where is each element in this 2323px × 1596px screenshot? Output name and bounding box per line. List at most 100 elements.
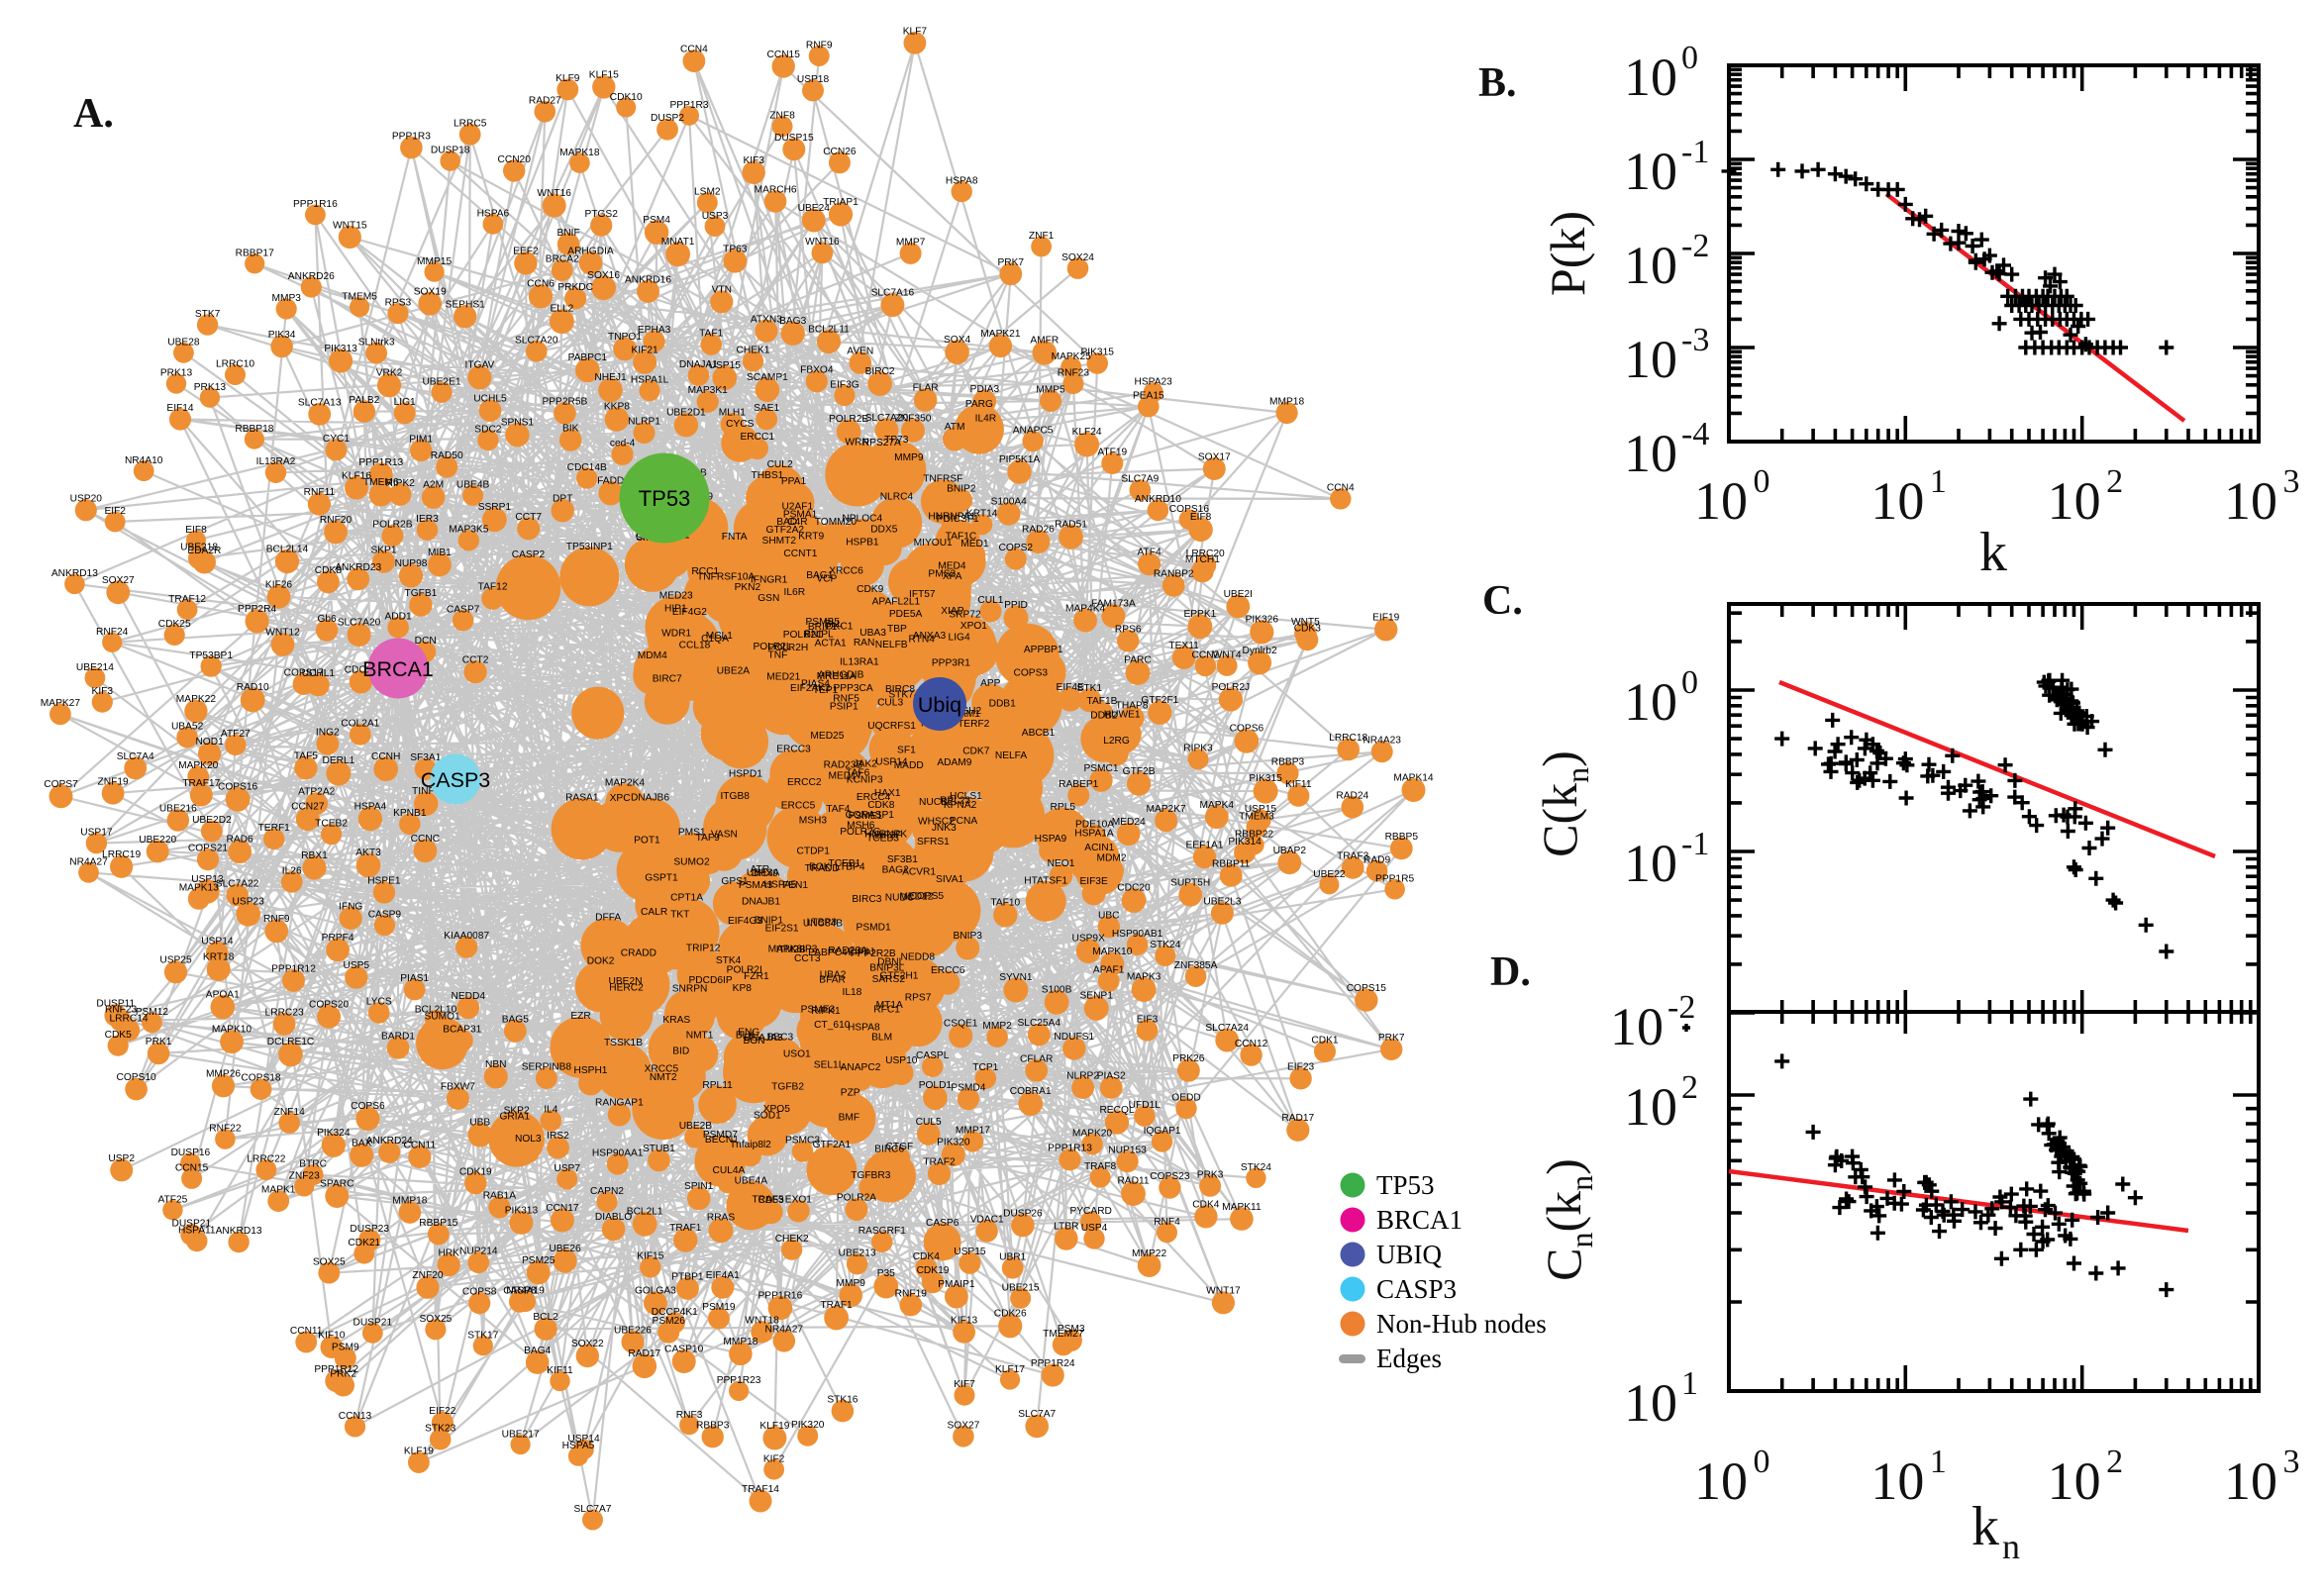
svg-text:KLF17: KLF17: [995, 1364, 1025, 1375]
svg-text:DCN: DCN: [415, 636, 437, 647]
svg-text:USP15: USP15: [1245, 804, 1277, 815]
svg-text:NHEJ1: NHEJ1: [594, 372, 627, 383]
svg-text:SFRS1: SFRS1: [917, 837, 950, 848]
svg-text:POT1: POT1: [634, 836, 660, 847]
svg-text:MMP9: MMP9: [894, 452, 924, 463]
svg-text:DNAJA1: DNAJA1: [679, 359, 718, 370]
svg-text:APP: APP: [980, 678, 1001, 689]
svg-text:HSPA6: HSPA6: [477, 208, 510, 219]
svg-text:SOX4: SOX4: [944, 335, 971, 346]
svg-text:UBE2B: UBE2B: [679, 1121, 713, 1132]
svg-text:COPS16: COPS16: [218, 781, 258, 792]
svg-text:ITGAV: ITGAV: [464, 360, 494, 371]
svg-text:MAPK22: MAPK22: [176, 694, 217, 705]
svg-text:TP53INP1: TP53INP1: [566, 542, 613, 552]
svg-text:CCN2: CCN2: [1192, 649, 1220, 660]
svg-text:RNF11: RNF11: [304, 487, 336, 498]
svg-text:CAPN2: CAPN2: [590, 1186, 624, 1197]
svg-text:GTF2A1: GTF2A1: [813, 1140, 852, 1150]
svg-text:DFFA: DFFA: [595, 913, 621, 924]
svg-text:UBE2N: UBE2N: [609, 976, 643, 987]
svg-text:COPS16: COPS16: [1169, 504, 1210, 515]
svg-text:PTBP1: PTBP1: [671, 1271, 704, 1282]
svg-text:PPP3R1: PPP3R1: [932, 658, 970, 669]
svg-text:BIRC7: BIRC7: [653, 673, 682, 684]
svg-text:EIF2: EIF2: [104, 506, 126, 517]
svg-text:DUSP11: DUSP11: [96, 999, 135, 1010]
svg-text:NR4A27: NR4A27: [69, 856, 108, 867]
svg-text:RNF4: RNF4: [1154, 1217, 1180, 1228]
svg-text:MMP5: MMP5: [1036, 384, 1065, 395]
svg-text:EIF8: EIF8: [1190, 512, 1212, 523]
svg-text:RPS6: RPS6: [1115, 625, 1142, 636]
svg-text:ING2: ING2: [316, 727, 340, 738]
svg-text:CCN15: CCN15: [175, 1162, 209, 1173]
svg-text:RAN: RAN: [854, 638, 875, 648]
svg-text:WNT16: WNT16: [537, 188, 571, 199]
svg-text:BNIP2: BNIP2: [947, 484, 976, 495]
svg-text:STK7: STK7: [195, 309, 221, 320]
svg-text:MIYOU1: MIYOU1: [914, 538, 953, 549]
svg-text:ITM2B: ITM2B: [776, 945, 806, 955]
svg-text:SENP1: SENP1: [1079, 990, 1113, 1001]
svg-text:POLR2I: POLR2I: [727, 965, 762, 976]
svg-text:UBE26: UBE26: [549, 1244, 581, 1254]
svg-text:RBBP15: RBBP15: [419, 1218, 457, 1229]
svg-text:CTDP1: CTDP1: [796, 847, 830, 857]
svg-text:PSM25: PSM25: [522, 1255, 556, 1266]
svg-text:HSPA1A: HSPA1A: [1074, 828, 1114, 839]
svg-text:DUSP2: DUSP2: [651, 113, 684, 124]
svg-text:UBR1: UBR1: [999, 1251, 1027, 1262]
svg-text:10: 10: [1624, 834, 1677, 893]
svg-text:MAP3K5: MAP3K5: [449, 525, 489, 536]
svg-text:PRK7: PRK7: [1378, 1033, 1405, 1044]
svg-text:CASPL: CASPL: [916, 1050, 950, 1061]
svg-text:EIF3: EIF3: [1137, 1014, 1159, 1025]
svg-text:PRK13: PRK13: [160, 368, 193, 379]
svg-text:SUMO2: SUMO2: [673, 857, 710, 868]
svg-text:ZNF20: ZNF20: [412, 1270, 443, 1281]
svg-text:RCC1: RCC1: [691, 566, 719, 577]
svg-text:POLD1: POLD1: [919, 1080, 953, 1091]
svg-text:GTF2B: GTF2B: [1123, 766, 1156, 777]
svg-text:AMFR: AMFR: [1030, 335, 1059, 346]
svg-text:CASP8: CASP8: [503, 1285, 537, 1296]
svg-text:MMP18: MMP18: [392, 1196, 427, 1207]
svg-text:MED21: MED21: [766, 672, 800, 683]
svg-text:PSM26: PSM26: [652, 1316, 685, 1327]
svg-text:UQCRFS1: UQCRFS1: [867, 721, 916, 732]
svg-text:WNT5: WNT5: [1291, 617, 1320, 628]
svg-text:CSQE1: CSQE1: [944, 1019, 978, 1030]
svg-text:CCN11: CCN11: [290, 1326, 323, 1337]
svg-text:TMEM5: TMEM5: [342, 291, 377, 302]
svg-text:CRADD: CRADD: [621, 948, 656, 959]
svg-text:PIK320: PIK320: [937, 1138, 970, 1148]
svg-text:TRADD: TRADD: [805, 863, 840, 874]
svg-text:DUSP21: DUSP21: [171, 1219, 211, 1230]
svg-text:DUSP16: DUSP16: [171, 1147, 211, 1158]
svg-text:CDK9: CDK9: [857, 584, 884, 595]
svg-text:CCN13: CCN13: [339, 1411, 372, 1422]
svg-text:TGFB1: TGFB1: [404, 588, 437, 599]
svg-text:DPT: DPT: [553, 493, 572, 504]
svg-text:ANKRD10: ANKRD10: [1135, 494, 1181, 505]
svg-text:CUL2: CUL2: [767, 459, 793, 470]
svg-text:DBNL: DBNL: [877, 957, 905, 968]
svg-text:C4R: C4R: [787, 517, 807, 528]
svg-text:BCL2L10: BCL2L10: [415, 1005, 457, 1016]
svg-text:FADD: FADD: [597, 475, 624, 486]
svg-text:MED23: MED23: [659, 591, 693, 602]
svg-text:NMT2: NMT2: [650, 1072, 677, 1083]
svg-text:SF3B1: SF3B1: [887, 854, 918, 865]
svg-text:RIPK2: RIPK2: [385, 478, 415, 489]
svg-text:XPO1: XPO1: [960, 621, 988, 632]
svg-text:SOD1: SOD1: [754, 1110, 781, 1121]
svg-text:RAD24: RAD24: [1336, 790, 1368, 801]
svg-text:UBE214: UBE214: [76, 662, 114, 673]
svg-text:CUL5: CUL5: [916, 1117, 942, 1128]
svg-text:BLM: BLM: [871, 1032, 892, 1043]
svg-text:ATF27: ATF27: [221, 729, 251, 740]
svg-text:10: 10: [1870, 471, 1924, 531]
svg-text:10: 10: [1624, 142, 1677, 201]
svg-text:MARCH6: MARCH6: [755, 185, 797, 196]
